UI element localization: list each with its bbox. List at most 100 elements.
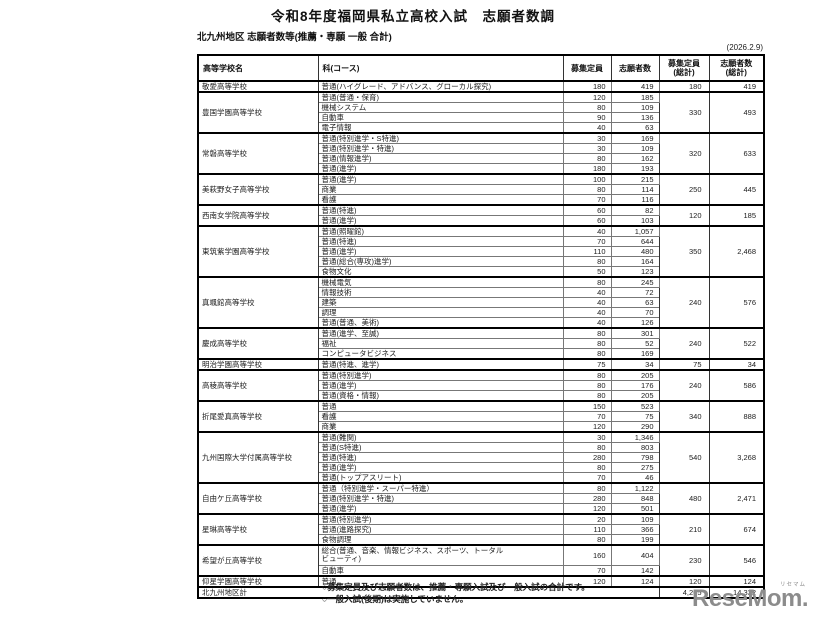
course-cell: 普通(S特進) — [317, 442, 564, 453]
course-label: 普通(資格・情報) — [321, 391, 380, 400]
total-capacity-cell: 120 — [658, 204, 710, 227]
capacity-cell: 70 — [562, 472, 612, 484]
applicants-cell: 176 — [610, 380, 660, 391]
resemom-logo-ruby: リセマム — [779, 582, 806, 588]
applicants-cell: 124 — [610, 574, 660, 587]
total-applicants-cell: 674 — [708, 513, 765, 546]
applicants-cell: 142 — [610, 564, 660, 576]
total-applicants-cell: 586 — [708, 369, 765, 402]
course-label: 普通(進学) — [321, 463, 357, 472]
capacity-cell: 60 — [562, 204, 612, 216]
course-cell: 普通(進学) — [317, 503, 564, 515]
capacity-cell: 60 — [562, 215, 612, 227]
table-row: 普通(進路探究) 110 366 — [198, 524, 764, 535]
applicants-cell: 63 — [610, 297, 660, 308]
course-cell: 食物文化 — [317, 266, 564, 278]
table-header-cell: 志願者数 (総計) — [708, 54, 765, 82]
total-capacity-cell: 180 — [658, 80, 710, 93]
applicants-cell: 419 — [610, 80, 660, 93]
capacity-cell: 40 — [562, 307, 612, 318]
capacity-cell: 70 — [562, 564, 612, 576]
applicants-cell: 123 — [610, 266, 660, 278]
course-label: 普通(進学) — [321, 164, 357, 173]
table-header: 高等学校名 科(コース) 募集定員 志願者数 募集定員 (総計) 志願者数 (総計) — [197, 54, 765, 82]
course-cell: コンピュータビジネス — [317, 348, 564, 360]
total-applicants-cell: 493 — [708, 91, 765, 134]
table-row: 東筑紫学園高等学校 普通(照曜館) 40 1,057 350 2,468 — [197, 225, 765, 278]
course-cell: 普通(情報進学) — [317, 153, 564, 164]
footnotes: ○募集定員及び志願者数は、推薦・専願入試及び一般入試の合計です。 ○一般入試(後… — [322, 581, 590, 605]
district-total-applicants: 14,332 — [708, 585, 765, 598]
school-name-cell: 自由ケ丘高等学校 — [197, 482, 319, 515]
table-row: 豊国学園高等学校 普通(普通・保育) 120 185 330 493 — [197, 91, 765, 134]
course-cell: 自動車 — [317, 564, 564, 576]
applicants-cell: 205 — [610, 369, 660, 381]
table-row: 看護 70 75 — [198, 411, 764, 422]
school-name-cell: 星琳高等学校 — [197, 513, 319, 546]
capacity-cell: 40 — [562, 297, 612, 308]
district-total-label: 北九州地区計 — [197, 585, 660, 598]
course-label: 機械システム — [321, 103, 367, 112]
total-capacity-cell: 240 — [658, 276, 710, 329]
course-cell: 電子情報 — [317, 122, 564, 134]
capacity-cell: 80 — [562, 276, 612, 288]
course-label: 普通(進学) — [321, 247, 357, 256]
total-applicants-cell: 522 — [708, 327, 765, 360]
total-capacity-cell: 230 — [658, 544, 710, 576]
course-cell: 総合(普通、音楽、情報ビジネス、スポーツ、トータルビューティ) — [317, 544, 564, 566]
course-cell: 普通(特別進学・S特進) — [317, 132, 564, 144]
capacity-cell: 80 — [562, 482, 612, 494]
applicants-cell: 501 — [610, 503, 660, 515]
total-applicants-cell: 576 — [708, 276, 765, 329]
course-cell: 普通(進学) — [317, 462, 564, 473]
course-label: 普通(トップアスリート) — [321, 473, 402, 482]
course-cell: 普通(照曜館) — [317, 225, 564, 237]
applicants-cell: 109 — [610, 102, 660, 113]
school-name-cell: 常磐高等学校 — [197, 132, 319, 175]
course-cell: 普通(特別進学・特進) — [317, 493, 564, 504]
applicants-cell: 848 — [610, 493, 660, 504]
course-cell: 普通（特別進学・スーパー特進） — [317, 482, 564, 494]
applicants-cell: 644 — [610, 236, 660, 247]
capacity-cell: 40 — [562, 287, 612, 298]
course-cell: 普通(難関) — [317, 431, 564, 443]
footnote-2: ○一般入試(後期)は実施していません。 — [322, 594, 469, 604]
table-header-cell: 科(コース) — [317, 54, 564, 82]
table-row: 福祉 80 52 — [198, 338, 764, 349]
applicants-cell: 169 — [610, 132, 660, 144]
course-cell: 商業 — [317, 421, 564, 433]
total-capacity-cell: 250 — [658, 173, 710, 206]
course-label: 普通(S特進) — [321, 443, 362, 452]
course-cell: 普通(進学) — [317, 215, 564, 227]
total-capacity-cell: 350 — [658, 225, 710, 278]
total-capacity-cell: 540 — [658, 431, 710, 484]
capacity-cell: 150 — [562, 400, 612, 412]
applicants-cell: 136 — [610, 112, 660, 123]
applicants-cell: 1,346 — [610, 431, 660, 443]
applicants-cell: 193 — [610, 163, 660, 175]
course-label: 普通(進学) — [321, 216, 357, 225]
total-applicants-cell: 2,471 — [708, 482, 765, 515]
course-label: 調理 — [321, 308, 337, 317]
school-name-cell: 美萩野女子高等学校 — [197, 173, 319, 206]
capacity-cell: 100 — [562, 173, 612, 185]
course-cell: 看護 — [317, 411, 564, 422]
course-label: 普通(進学、至誠) — [321, 329, 380, 338]
course-label: 普通(特進) — [321, 237, 357, 246]
course-label: 普通(進学) — [321, 381, 357, 390]
table-row: 敬愛高等学校 普通(ハイグレード、アドバンス、グローカル探究) 180 419 180 4… — [197, 80, 765, 93]
course-label: 福祉 — [321, 339, 337, 348]
school-name-cell: 慶成高等学校 — [197, 327, 319, 360]
total-applicants-cell: 546 — [708, 544, 765, 576]
course-label: 普通(総合(専攻)進学) — [321, 257, 392, 266]
applicants-cell: 116 — [610, 194, 660, 206]
capacity-cell: 20 — [562, 513, 612, 525]
capacity-cell: 80 — [562, 390, 612, 402]
applicants-table: 高等学校名 科(コース) 募集定員 志願者数 募集定員 (総計) 志願者数 (総計) 敬愛… — [197, 54, 765, 599]
applicants-cell: 72 — [610, 287, 660, 298]
table-header-cell: 高等学校名 — [197, 54, 319, 82]
applicants-cell: 404 — [610, 544, 660, 566]
total-applicants-cell: 445 — [708, 173, 765, 206]
capacity-cell: 70 — [562, 411, 612, 422]
capacity-cell: 80 — [562, 102, 612, 113]
